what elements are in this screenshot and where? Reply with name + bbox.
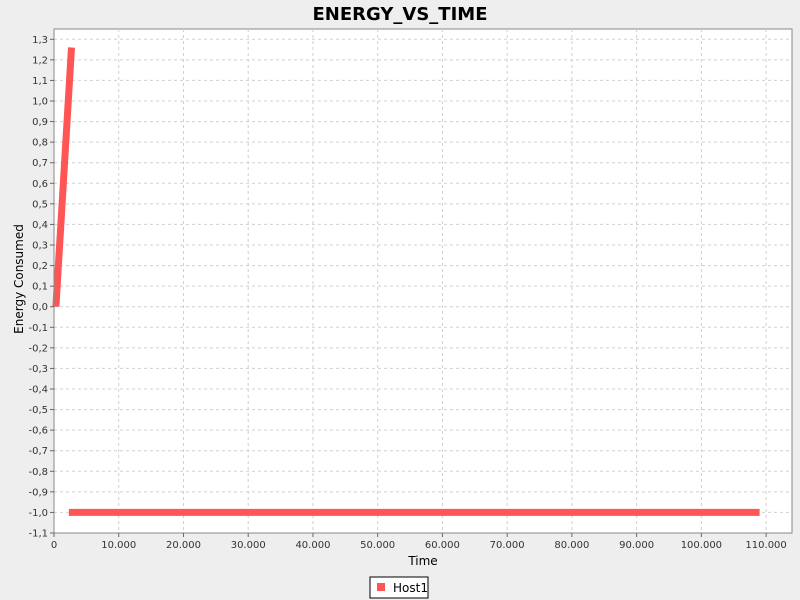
y-axis-ticks: 1,3 1,2 1,1 1,0 0,9 0,8 0,7 0,6 0,5 0,4 0,3 0,2 0,1 0… xyxy=(28,35,54,540)
legend-box xyxy=(369,576,429,599)
legend-swatch-host1 xyxy=(377,583,385,591)
y-tick-label: 0,7 xyxy=(32,158,48,169)
y-tick-label: 1,1 xyxy=(32,76,48,87)
y-tick-label: -0,3 xyxy=(28,364,48,375)
y-tick-label: 0,3 xyxy=(32,241,48,252)
y-tick-label: 0,1 xyxy=(32,282,48,293)
y-tick-label: -0,4 xyxy=(28,385,48,396)
x-tick-label: 40.000 xyxy=(295,540,330,551)
legend-label-host1: Host1 xyxy=(393,581,428,595)
y-tick-label: 1,2 xyxy=(32,55,48,66)
x-tick-label: 80.000 xyxy=(554,540,589,551)
x-tick-label: 50.000 xyxy=(360,540,395,551)
y-tick-label: -0,6 xyxy=(28,426,48,437)
y-axis-label: Energy Consumed xyxy=(12,224,26,334)
y-tick-label: -1,1 xyxy=(28,529,48,540)
x-tick-label: 20.000 xyxy=(166,540,201,551)
x-tick-label: 100.000 xyxy=(681,540,722,551)
x-tick-label: 90.000 xyxy=(619,540,654,551)
plot-area xyxy=(53,28,793,534)
y-tick-label: 0,6 xyxy=(32,179,48,190)
y-tick-label: -0,8 xyxy=(28,467,48,478)
y-tick-label: 1,0 xyxy=(32,97,48,108)
chart-title: ENERGY_VS_TIME xyxy=(312,4,487,25)
axes xyxy=(53,29,792,534)
y-tick-label: 0,9 xyxy=(32,117,48,128)
y-tick-label: -0,1 xyxy=(28,323,48,334)
y-tick-label: -0,5 xyxy=(28,405,48,416)
x-tick-label: 70.000 xyxy=(490,540,525,551)
y-tick-label: 0,4 xyxy=(32,220,48,231)
y-tick-label: 1,3 xyxy=(32,35,48,46)
x-tick-label: 60.000 xyxy=(425,540,460,551)
grid-lines xyxy=(53,29,792,534)
x-tick-label: 30.000 xyxy=(231,540,266,551)
y-tick-label: -0,7 xyxy=(28,446,48,457)
series-line-host1-segment-0 xyxy=(52,47,75,307)
y-tick-label: 0,8 xyxy=(32,138,48,149)
series-layer xyxy=(52,47,760,516)
x-tick-label: 110.000 xyxy=(745,540,786,551)
x-tick-label: 10.000 xyxy=(101,540,136,551)
x-axis-ticks: 0 10.000 20.000 30.000 40.000 50.000 60.000 70.… xyxy=(51,533,787,551)
y-tick-label: -0,2 xyxy=(28,343,48,354)
y-tick-label: 0,5 xyxy=(32,199,48,210)
x-tick-label: 0 xyxy=(51,540,57,551)
y-tick-label: 0,0 xyxy=(32,302,48,313)
y-tick-label: 0,2 xyxy=(32,261,48,272)
x-axis-label: Time xyxy=(407,554,437,568)
y-tick-label: -0,9 xyxy=(28,487,48,498)
y-tick-label: -1,0 xyxy=(28,508,48,519)
legend: Host1 xyxy=(369,576,429,599)
